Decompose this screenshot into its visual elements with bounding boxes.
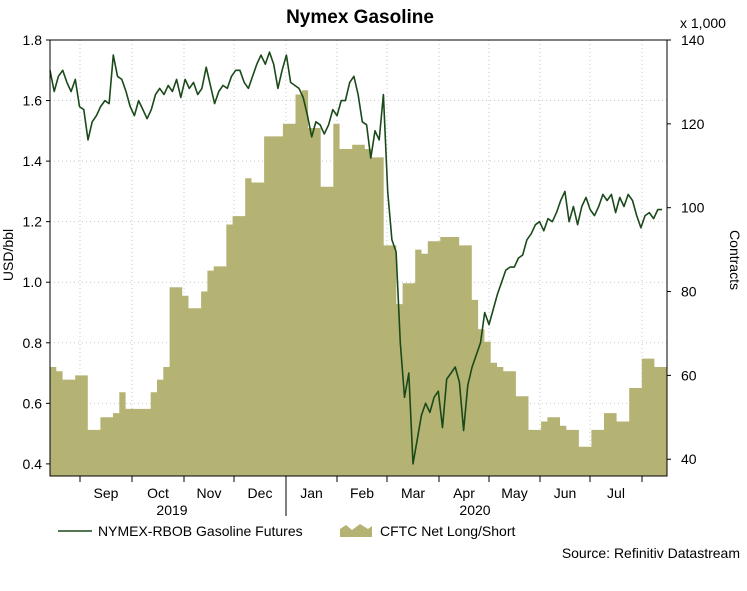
right-tick-label: 100 xyxy=(681,200,705,216)
right-axis-label: Contracts xyxy=(727,230,743,290)
source-note: Source: Refinitiv Datastream xyxy=(562,545,740,561)
left-tick-label: 0.6 xyxy=(23,395,43,411)
month-label: Apr xyxy=(453,485,475,501)
month-label: Feb xyxy=(350,485,374,501)
month-label: Dec xyxy=(248,485,273,501)
left-tick-label: 1.6 xyxy=(23,93,43,109)
right-tick-label: 80 xyxy=(681,284,697,300)
legend-area-swatch xyxy=(340,524,372,537)
left-tick-label: 0.4 xyxy=(23,456,43,472)
plot-frame xyxy=(49,39,668,477)
rbob-line-series xyxy=(49,51,662,465)
cftc-area-path xyxy=(50,90,667,477)
left-tick-label: 1.4 xyxy=(23,153,43,169)
left-tick-label: 1.8 xyxy=(23,32,43,48)
left-axis-label: USD/bbl xyxy=(0,229,16,281)
month-label: May xyxy=(501,485,527,501)
right-tick-label: 120 xyxy=(681,116,705,132)
right-axis: 40 60 80 100 120 140 xyxy=(667,32,705,467)
rbob-line-path xyxy=(49,51,662,465)
legend-entry-cftc: CFTC Net Long/Short xyxy=(380,523,515,539)
month-label: Sep xyxy=(94,485,119,501)
left-axis: 0.4 0.6 0.8 1.0 1.2 1.4 1.6 1.8 xyxy=(23,32,50,472)
year-label: 2020 xyxy=(459,502,490,518)
cftc-area-series xyxy=(50,90,667,477)
legend: NYMEX-RBOB Gasoline Futures CFTC Net Lon… xyxy=(58,523,515,539)
month-label: Jan xyxy=(300,485,323,501)
legend-entry-rbob: NYMEX-RBOB Gasoline Futures xyxy=(98,523,303,539)
month-label: Jun xyxy=(554,485,577,501)
month-label: Nov xyxy=(197,485,222,501)
x-axis: Sep Oct Nov Dec Jan Feb Mar Apr May Jun Jul 2019 202… xyxy=(79,476,643,518)
right-axis-unit-note: x 1,000 xyxy=(680,15,726,31)
right-tick-label: 140 xyxy=(681,32,705,48)
month-label: Mar xyxy=(401,485,425,501)
year-label: 2019 xyxy=(156,502,187,518)
month-label: Oct xyxy=(147,485,169,501)
left-tick-label: 0.8 xyxy=(23,335,43,351)
right-tick-label: 40 xyxy=(681,451,697,467)
month-label: Jul xyxy=(607,485,625,501)
chart-title: Nymex Gasoline xyxy=(286,7,434,28)
left-tick-label: 1.0 xyxy=(23,274,43,290)
left-tick-label: 1.2 xyxy=(23,214,43,230)
right-tick-label: 60 xyxy=(681,367,697,383)
